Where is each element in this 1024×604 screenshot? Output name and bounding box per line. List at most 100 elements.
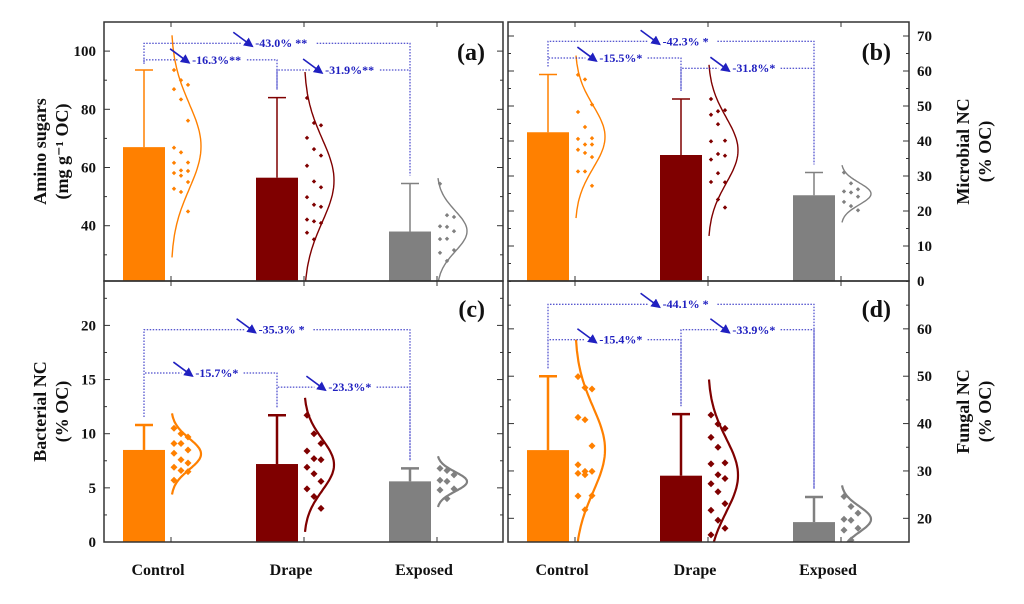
bar-drape <box>256 464 298 542</box>
data-point <box>170 424 178 432</box>
data-point <box>184 468 192 476</box>
data-point <box>304 230 310 235</box>
data-point <box>317 477 325 485</box>
data-point <box>575 109 581 115</box>
percent-change-label: -15.4%* <box>599 333 642 347</box>
data-point <box>178 150 184 155</box>
category-label-control: Control <box>131 562 185 579</box>
bar-exposed <box>389 231 431 281</box>
data-point <box>841 199 847 205</box>
significance-bracket: -15.5%* <box>547 46 682 91</box>
data-point <box>450 485 458 493</box>
arrow-icon <box>576 46 598 62</box>
distribution-curve <box>575 55 606 219</box>
plot-area <box>527 55 872 281</box>
bracket-line <box>547 339 586 369</box>
y-tick-label: 100 <box>74 44 97 60</box>
y-tick-label: 60 <box>81 161 96 177</box>
data-point <box>714 488 722 496</box>
data-point <box>171 87 177 92</box>
data-point <box>303 485 311 493</box>
y-tick-label: 20 <box>917 511 932 527</box>
data-point <box>171 160 177 166</box>
data-point <box>310 493 318 501</box>
data-point <box>304 95 310 101</box>
y-axis-label: Fungal NC (% OC) <box>953 369 996 454</box>
data-point <box>311 179 317 184</box>
distribution-curve <box>304 71 335 281</box>
data-point <box>304 194 310 200</box>
y-axis-label-line1: Amino sugars <box>30 98 50 205</box>
data-point <box>588 467 596 475</box>
bracket-line <box>717 40 815 165</box>
plot-area <box>123 397 469 542</box>
significance-bracket: -16.3%** <box>143 48 278 90</box>
bar-drape <box>660 475 702 542</box>
data-point <box>318 123 324 128</box>
bracket-line <box>780 67 815 165</box>
data-point <box>722 180 728 185</box>
y-tick-label: 50 <box>917 99 932 115</box>
data-point <box>707 433 715 441</box>
data-point <box>582 77 588 82</box>
bracket-line <box>376 386 411 461</box>
arrow-icon <box>576 328 598 344</box>
data-point <box>575 136 581 142</box>
data-point <box>848 190 854 195</box>
arrow-icon <box>169 48 191 64</box>
data-point <box>708 179 714 185</box>
data-point <box>437 236 443 242</box>
y-tick-label: 10 <box>917 239 932 255</box>
data-point <box>715 171 721 176</box>
bracket-line <box>379 69 411 176</box>
bar-control <box>123 147 165 281</box>
data-point <box>436 464 444 472</box>
data-point <box>436 486 444 494</box>
arrow-icon <box>172 361 194 378</box>
data-point <box>178 78 184 83</box>
data-point <box>575 169 581 174</box>
data-point <box>436 476 444 484</box>
data-point <box>847 536 855 542</box>
data-point <box>707 506 715 514</box>
data-point <box>840 493 848 501</box>
data-point <box>840 515 848 523</box>
bar-drape <box>660 155 702 281</box>
data-point <box>318 153 324 158</box>
bracket-line <box>647 57 682 91</box>
data-point <box>707 531 715 539</box>
distribution-curve <box>436 455 469 508</box>
y-axis-label: Amino sugars (mg g⁻¹ OC) <box>30 98 73 205</box>
data-point <box>451 247 457 253</box>
data-point <box>177 456 185 464</box>
data-point <box>707 480 715 488</box>
bracket-line <box>547 57 586 67</box>
data-point <box>708 96 714 102</box>
significance-bracket: -43.0% ** <box>143 31 411 176</box>
distribution-curve <box>574 339 607 542</box>
data-point <box>178 168 184 173</box>
data-point <box>715 151 721 157</box>
data-point <box>318 204 324 209</box>
data-point <box>855 187 861 192</box>
data-point <box>582 150 588 156</box>
bracket-line <box>143 329 245 418</box>
percent-change-label: -33.9%* <box>732 323 775 337</box>
bracket-line <box>780 329 815 489</box>
data-point <box>178 97 184 102</box>
y-tick-label: 0 <box>89 535 97 551</box>
bar-control <box>123 449 165 542</box>
data-point <box>721 424 729 432</box>
arrow-icon <box>305 375 327 392</box>
data-point <box>170 463 178 471</box>
percent-change-label: -15.7%* <box>195 366 238 380</box>
y-axis-label-line2: (% OC) <box>975 121 996 183</box>
y-axis-label-line1: Microbial NC <box>953 98 973 204</box>
data-point <box>311 202 317 207</box>
significance-bracket: -31.9%** <box>276 58 411 176</box>
percent-change-label: -15.5%* <box>599 51 642 65</box>
panel-b: -42.3% * -15.5%* -31.8%* 0 10 20 30 40 50 60 70 Mic… <box>507 21 996 290</box>
data-point <box>178 173 184 178</box>
bracket-line <box>313 329 411 461</box>
